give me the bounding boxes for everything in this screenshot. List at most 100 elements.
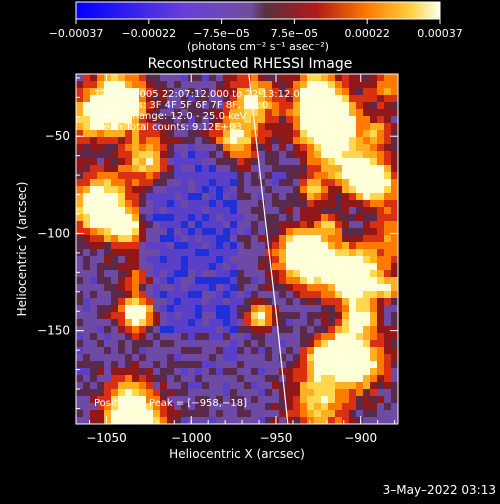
heatmap-cell bbox=[328, 256, 336, 264]
heatmap-cell bbox=[272, 88, 280, 96]
heatmap-cell bbox=[349, 74, 357, 82]
heatmap-cell bbox=[139, 88, 147, 96]
heatmap-cell bbox=[349, 333, 357, 341]
heatmap-cell bbox=[265, 333, 273, 341]
heatmap-cell bbox=[363, 95, 371, 103]
heatmap-cell bbox=[258, 291, 266, 299]
heatmap-cell bbox=[363, 305, 371, 313]
heatmap-cell bbox=[160, 312, 168, 320]
heatmap-cell bbox=[167, 382, 175, 390]
heatmap-cell bbox=[279, 214, 287, 222]
heatmap-cell bbox=[335, 130, 343, 138]
heatmap-cell bbox=[237, 88, 245, 96]
heatmap-cell bbox=[272, 151, 280, 159]
heatmap-cell bbox=[209, 284, 217, 292]
heatmap-cell bbox=[377, 417, 385, 424]
heatmap-cell bbox=[370, 95, 378, 103]
heatmap-cell bbox=[363, 207, 371, 215]
heatmap-cell bbox=[293, 340, 301, 348]
heatmap-cell bbox=[279, 305, 287, 313]
heatmap-cell bbox=[167, 221, 175, 229]
heatmap-cell bbox=[251, 270, 259, 278]
heatmap-cell bbox=[335, 102, 343, 110]
heatmap-cell bbox=[209, 249, 217, 257]
heatmap-cell bbox=[160, 277, 168, 285]
heatmap-cell bbox=[286, 305, 294, 313]
heatmap-cell bbox=[132, 102, 140, 110]
heatmap-cell bbox=[251, 186, 259, 194]
heatmap-cell bbox=[272, 165, 280, 173]
heatmap-cell bbox=[384, 263, 392, 271]
heatmap-cell bbox=[314, 403, 322, 411]
heatmap-cell bbox=[167, 207, 175, 215]
heatmap-cell bbox=[104, 361, 112, 369]
heatmap-cell bbox=[146, 242, 154, 250]
heatmap-cell bbox=[125, 284, 133, 292]
heatmap-cell bbox=[384, 333, 392, 341]
heatmap-cell bbox=[125, 256, 133, 264]
heatmap-cell bbox=[223, 116, 231, 124]
heatmap-cell bbox=[111, 396, 119, 404]
heatmap-cell bbox=[237, 410, 245, 418]
heatmap-cell bbox=[363, 382, 371, 390]
heatmap-cell bbox=[223, 165, 231, 173]
heatmap-cell bbox=[293, 291, 301, 299]
heatmap-cell bbox=[349, 123, 357, 131]
heatmap-cell bbox=[146, 200, 154, 208]
heatmap-cell bbox=[356, 319, 364, 327]
heatmap-cell bbox=[328, 375, 336, 383]
heatmap-cell bbox=[209, 242, 217, 250]
heatmap-cell bbox=[335, 319, 343, 327]
heatmap-cell bbox=[167, 116, 175, 124]
heatmap-cell bbox=[258, 263, 266, 271]
heatmap-cell bbox=[251, 228, 259, 236]
heatmap-cell bbox=[118, 312, 126, 320]
heatmap-cell bbox=[230, 312, 238, 320]
heatmap-cell bbox=[286, 333, 294, 341]
heatmap-cell bbox=[153, 361, 161, 369]
heatmap-cell bbox=[349, 207, 357, 215]
heatmap-cell bbox=[237, 109, 245, 117]
heatmap-cell bbox=[251, 333, 259, 341]
heatmap-cell bbox=[202, 109, 210, 117]
heatmap-cell bbox=[314, 298, 322, 306]
heatmap-cell bbox=[181, 410, 189, 418]
heatmap-cell bbox=[342, 144, 350, 152]
heatmap-cell bbox=[153, 270, 161, 278]
heatmap-cell bbox=[328, 270, 336, 278]
heatmap-cell bbox=[160, 298, 168, 306]
heatmap-cell bbox=[377, 123, 385, 131]
heatmap-cell bbox=[300, 403, 308, 411]
heatmap-cell bbox=[146, 95, 154, 103]
heatmap-cell bbox=[118, 270, 126, 278]
heatmap-cell bbox=[363, 137, 371, 145]
heatmap-cell bbox=[335, 417, 343, 424]
heatmap-cell bbox=[258, 172, 266, 180]
heatmap-cell bbox=[328, 228, 336, 236]
heatmap-cell bbox=[160, 354, 168, 362]
heatmap-cell bbox=[230, 193, 238, 201]
heatmap-cell bbox=[216, 137, 224, 145]
heatmap-cell bbox=[244, 95, 252, 103]
heatmap-cell bbox=[76, 312, 84, 320]
heatmap-cell bbox=[230, 326, 238, 334]
heatmap-cell bbox=[349, 116, 357, 124]
heatmap-cell bbox=[307, 165, 315, 173]
heatmap-cell bbox=[314, 417, 322, 424]
heatmap-cell bbox=[356, 88, 364, 96]
heatmap-cell bbox=[174, 333, 182, 341]
heatmap-cell bbox=[314, 382, 322, 390]
heatmap-cell bbox=[272, 200, 280, 208]
heatmap-cell bbox=[293, 130, 301, 138]
heatmap-cell bbox=[244, 305, 252, 313]
heatmap-cell bbox=[230, 410, 238, 418]
heatmap-cell bbox=[230, 354, 238, 362]
heatmap-cell bbox=[202, 291, 210, 299]
heatmap-cell bbox=[237, 326, 245, 334]
heatmap-cell bbox=[370, 382, 378, 390]
heatmap-cell bbox=[307, 256, 315, 264]
heatmap-cell bbox=[202, 186, 210, 194]
heatmap-cell bbox=[230, 305, 238, 313]
heatmap-cell bbox=[307, 417, 315, 424]
heatmap-cell bbox=[363, 333, 371, 341]
